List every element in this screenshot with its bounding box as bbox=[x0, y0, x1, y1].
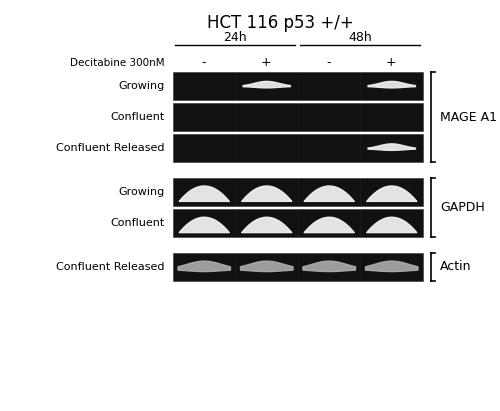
Text: Decitabine 300nM: Decitabine 300nM bbox=[70, 58, 165, 68]
Text: Growing: Growing bbox=[118, 187, 165, 197]
Text: +: + bbox=[261, 56, 272, 69]
Text: Confluent Released: Confluent Released bbox=[56, 143, 165, 153]
Bar bbox=[172, 209, 422, 237]
Text: HCT 116 p53 +/+: HCT 116 p53 +/+ bbox=[206, 14, 354, 32]
Text: GAPDH: GAPDH bbox=[440, 201, 485, 214]
Text: Confluent Released: Confluent Released bbox=[56, 262, 165, 272]
Text: -: - bbox=[326, 56, 331, 69]
Bar bbox=[172, 103, 422, 131]
Bar bbox=[172, 253, 422, 281]
Bar bbox=[172, 134, 422, 162]
Text: 48h: 48h bbox=[348, 31, 372, 44]
Text: Confluent: Confluent bbox=[110, 112, 165, 122]
Text: Actin: Actin bbox=[440, 260, 472, 273]
Bar bbox=[172, 72, 422, 100]
Bar bbox=[172, 178, 422, 206]
Text: MAGE A1: MAGE A1 bbox=[440, 111, 497, 124]
Text: -: - bbox=[202, 56, 206, 69]
Text: 24h: 24h bbox=[223, 31, 247, 44]
Text: Confluent: Confluent bbox=[110, 218, 165, 228]
Text: Growing: Growing bbox=[118, 81, 165, 91]
Text: +: + bbox=[386, 56, 396, 69]
